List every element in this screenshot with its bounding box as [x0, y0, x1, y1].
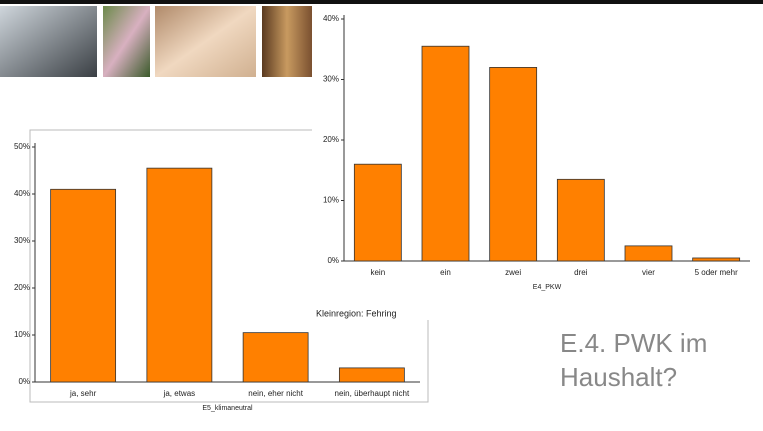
x-tick-label: zwei	[505, 268, 521, 277]
x-tick-label: ja, etwas	[163, 389, 196, 398]
top-border	[0, 0, 763, 4]
y-tick-label: 40%	[14, 189, 30, 198]
x-tick-label: kein	[370, 268, 385, 277]
x-tick-label: nein, eher nicht	[248, 389, 303, 398]
y-tick-label: 40%	[323, 14, 339, 23]
slide-title: E.4. PWK im	[560, 328, 707, 358]
bar	[624, 245, 673, 262]
y-tick-label: 0%	[327, 256, 339, 265]
photo	[103, 6, 150, 77]
x-tick-label: ein	[440, 268, 451, 277]
bar	[353, 163, 402, 262]
bar	[421, 45, 470, 262]
y-tick-label: 10%	[323, 196, 339, 205]
y-tick-label: 10%	[14, 330, 30, 339]
note: Kleinregion: Fehring	[316, 308, 397, 318]
x-axis-title: E5_klimaneutral	[202, 405, 253, 412]
x-tick-label: drei	[574, 268, 588, 277]
y-tick-label: 50%	[14, 142, 30, 151]
x-tick-label: 5 oder mehr	[695, 268, 738, 277]
bar	[489, 67, 538, 262]
photo	[262, 6, 312, 77]
y-tick-label: 30%	[14, 236, 30, 245]
photo	[155, 6, 256, 77]
bar	[50, 188, 117, 383]
bar	[556, 178, 605, 262]
y-tick-label: 20%	[323, 135, 339, 144]
x-tick-label: ja, sehr	[69, 389, 97, 398]
bar	[692, 257, 741, 262]
x-tick-label: vier	[642, 268, 655, 277]
slide-title: Haushalt?	[560, 362, 677, 392]
bar	[338, 367, 405, 383]
x-axis-title: E4_PKW	[533, 284, 562, 291]
x-tick-label: nein, überhaupt nicht	[335, 389, 411, 398]
bar	[146, 167, 213, 383]
y-tick-label: 30%	[323, 75, 339, 84]
photo	[0, 6, 97, 77]
bar	[242, 332, 309, 383]
y-tick-label: 0%	[18, 377, 30, 386]
y-tick-label: 20%	[14, 283, 30, 292]
